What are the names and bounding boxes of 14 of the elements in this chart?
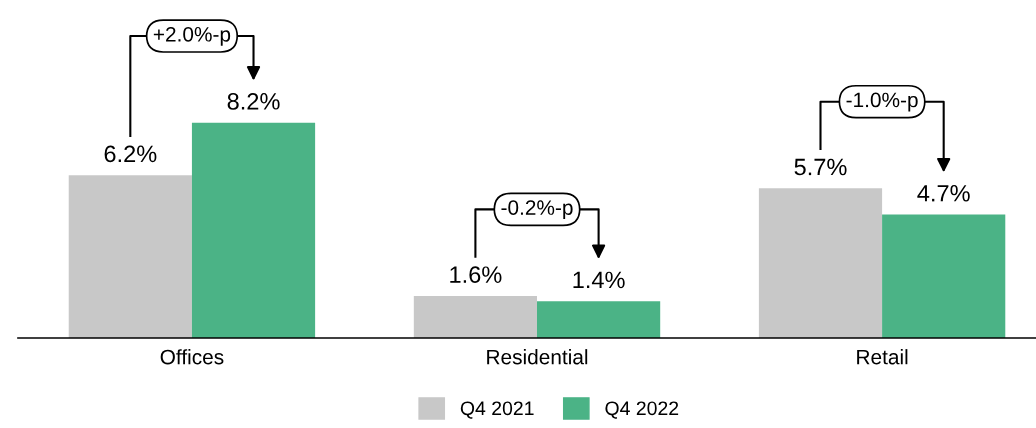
x-tick-label: Retail bbox=[857, 349, 908, 365]
data-label: 4.7% bbox=[917, 184, 970, 202]
data-label: 6.2% bbox=[104, 145, 157, 163]
text: +2.0%-p bbox=[153, 26, 231, 46]
x-tick-label: Offices bbox=[160, 349, 224, 365]
data-label: 1.6% bbox=[450, 266, 502, 283]
legend-label: Q4 2022 bbox=[605, 401, 679, 419]
data-label: 5.7% bbox=[794, 158, 847, 176]
legend-label: Q4 2021 bbox=[460, 401, 534, 419]
data-label: 1.4% bbox=[573, 271, 625, 289]
annotation: -0.2%-p bbox=[501, 200, 573, 220]
data-label: 8.2% bbox=[227, 92, 280, 110]
text: -1.0%-p bbox=[846, 92, 918, 112]
x-tick-label: Residential bbox=[487, 349, 588, 365]
